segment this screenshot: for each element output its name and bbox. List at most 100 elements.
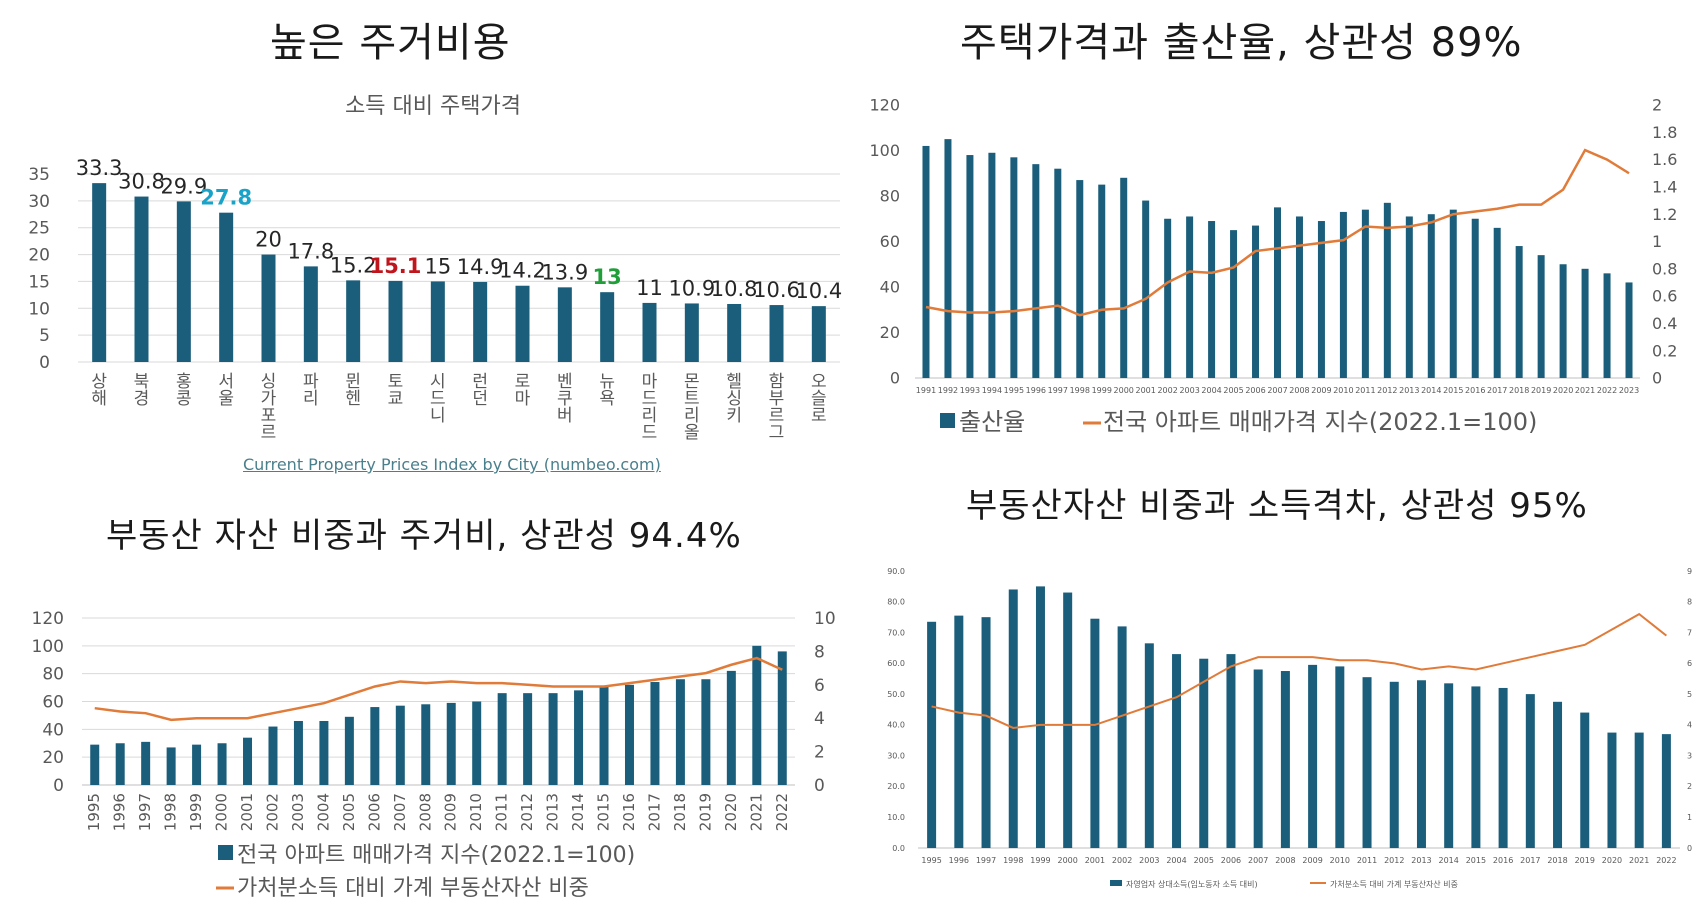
y-left-tick-label: 80 [880,187,900,206]
y-left-tick-label: 40 [42,720,64,740]
x-tick-label: 2022 [1597,386,1617,395]
bar-함부르그 [769,305,784,362]
x-tick-label: 2016 [1493,856,1513,865]
x-tick-label: 2008 [1275,856,1295,865]
bar-1996 [1032,164,1040,378]
legend-label-bar: 출산율 [959,408,1025,436]
x-tick-label: 1996 [949,856,969,865]
x-tick-label: 2018 [671,793,689,831]
y-right-tick-label: 0 [814,776,825,796]
bar-2004 [1208,221,1216,378]
x-tick-label: 2011 [1355,386,1375,395]
data-label: 27.8 [200,186,252,210]
bar-2004 [1172,654,1182,848]
y-left-tick-label: 80.0 [887,598,905,607]
bar-2015 [1449,209,1457,378]
x-tick-label: 2012 [518,793,536,831]
x-tick-label: 1997 [1048,386,1068,395]
bar-1992 [944,139,952,378]
y-right-tick-label: 8 [1687,598,1692,607]
x-tick-label: 2010 [1333,386,1353,395]
x-tick-label: 2023 [1619,386,1639,395]
bar-2000 [1063,592,1073,848]
x-tick-label: 2020 [722,793,740,831]
bar-2010 [472,701,482,785]
bar-마드리드 [642,302,657,362]
data-label: 13.9 [541,260,588,284]
data-label: 30.8 [118,170,165,194]
bar-2005 [1199,658,1209,848]
bar-2022 [1661,734,1671,848]
y-right-tick-label: 0.6 [1652,287,1677,306]
bar-2002 [1164,218,1172,378]
legend-label-line: 가처분소득 대비 가계 부동산자산 비중 [1330,879,1458,889]
title-bottom-right: 부동산자산 비중과 소득격차, 상관성 95% [966,486,1588,526]
bar-2020 [1559,264,1567,378]
bar-2003 [1186,216,1194,378]
bar-2014 [1444,683,1454,848]
y-left-tick-label: 120 [32,609,64,629]
y-tick-label: 30 [28,192,50,212]
bar-2016 [624,684,634,785]
x-tick-label: 2007 [1267,386,1287,395]
source-link[interactable]: Current Property Prices Index by City (n… [243,455,661,474]
bar-2017 [1493,227,1501,378]
y-tick-label: 20 [28,246,50,266]
bar-2015 [599,686,609,785]
y-right-tick-label: 0.8 [1652,259,1677,278]
bar-2010 [1335,666,1345,848]
x-tick-label: 2022 [773,793,791,831]
line-series [931,612,1668,729]
bar-2006 [1226,654,1236,848]
line-series [925,148,1630,317]
x-tick-label: 2011 [1357,856,1377,865]
bar-1996 [115,743,125,785]
y-right-tick-label: 4 [1687,721,1692,730]
bar-1994 [988,152,996,378]
x-tick-label: 2017 [1487,386,1507,395]
y-left-tick-label: 40 [880,278,900,297]
bar-몬트리올 [684,303,699,362]
bar-파리 [303,266,318,362]
bar-2003 [293,720,303,785]
x-tick-label: 2002 [263,793,281,831]
bar-2007 [1274,207,1281,378]
bar-1999 [1035,586,1045,848]
bar-로마 [515,285,530,362]
bar-2005 [344,716,354,785]
bar-서울 [219,212,234,362]
bar-2019 [1537,255,1545,378]
bar-2000 [217,743,227,785]
bar-2021 [1634,732,1644,848]
data-label: 29.9 [160,174,207,198]
x-tick-label: 1993 [960,386,980,395]
x-tick-label: 2008 [1289,386,1309,395]
bar-뮌헨 [346,280,361,362]
y-right-tick-label: 1.2 [1652,205,1677,224]
bar-2012 [1389,681,1399,848]
bar-2012 [1383,202,1391,378]
x-tick-label: 2014 [569,793,587,831]
bar-2022 [777,651,787,785]
bar-2014 [1427,214,1435,378]
data-label: 15.2 [330,253,377,277]
x-tick-label: 2019 [696,793,714,831]
bar-1995 [90,744,100,785]
data-label: 10.4 [795,279,842,303]
y-tick-label: 25 [28,219,50,239]
data-label: 14.9 [457,255,504,279]
y-left-tick-label: 60 [42,692,64,712]
x-tick-label: 2003 [1179,386,1199,395]
x-tick-label: 1998 [1003,856,1023,865]
y-right-tick-label: 1.4 [1652,178,1677,197]
x-tick-label: 2019 [1531,386,1551,395]
x-tick-label: 1996 [111,793,129,831]
x-tick-label: 2006 [1245,386,1265,395]
x-tick-label: 2014 [1421,386,1441,395]
y-left-tick-label: 0 [890,369,900,388]
